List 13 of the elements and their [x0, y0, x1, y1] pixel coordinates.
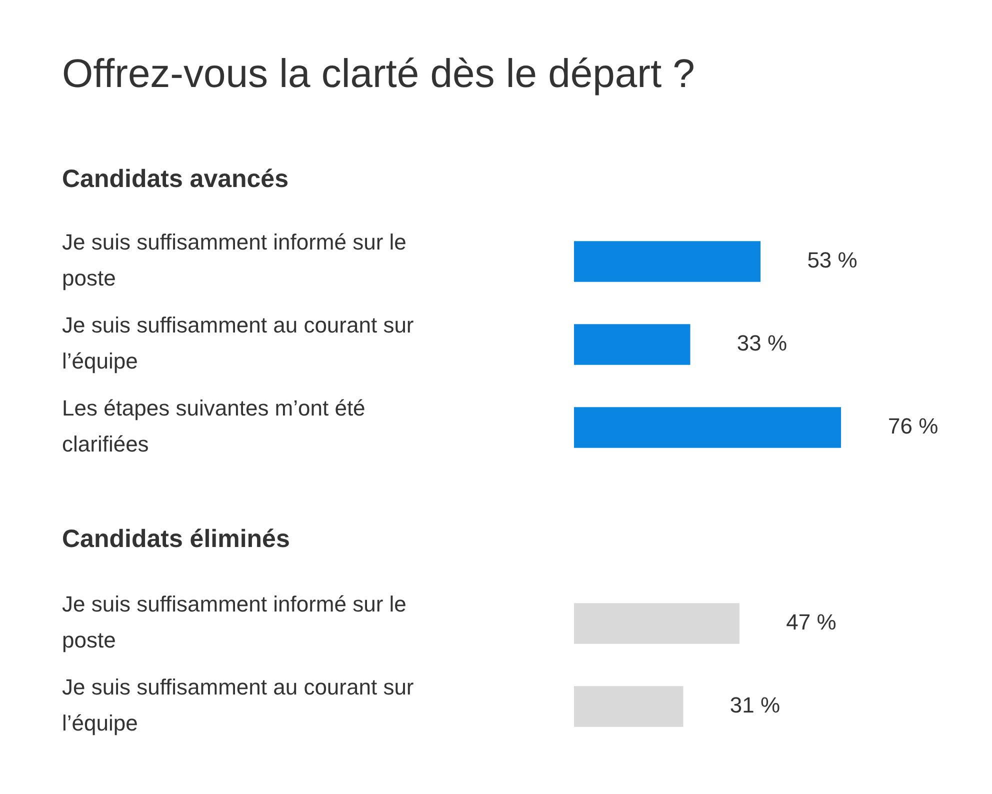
data-label: 31 % [730, 692, 780, 718]
y-tick-label: Je suis suffisamment au courant sur l’équipe [62, 312, 414, 374]
y-tick-label: Je suis suffisamment informé sur le poste [62, 230, 406, 291]
y-tick-label: Je suis suffisamment au courant sur l’équipe [62, 674, 414, 736]
data-label: 76 % [888, 414, 938, 439]
data-label: 53 % [807, 248, 858, 273]
y-tick-label: Je suis suffisamment informé sur le poste [62, 592, 406, 653]
data-label: 47 % [786, 610, 836, 635]
data-label: 33 % [736, 330, 788, 356]
text: Candidats éliminés [62, 525, 290, 554]
y-tick-label: Les étapes suivantes m’ont été clarifiées [62, 396, 366, 457]
chart-title: Offrez-vous la clarté dès le départ ? [62, 52, 695, 97]
text: Candidats avancés [62, 165, 288, 194]
